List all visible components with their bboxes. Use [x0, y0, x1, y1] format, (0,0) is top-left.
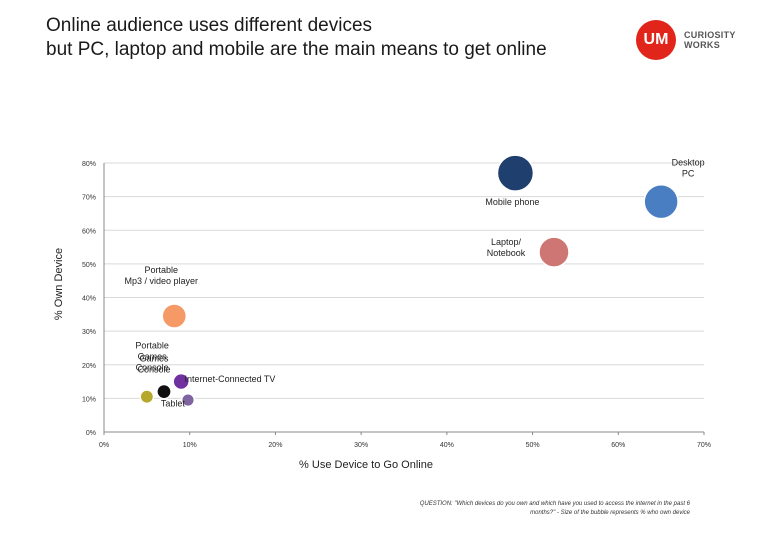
point-label-line: Internet-Connected TV — [185, 374, 276, 384]
curiosity-works-logo: UM CURIOSITY WORKS — [636, 20, 746, 64]
y-tick-label: 50% — [82, 262, 96, 269]
point-label: Portable Mp3 / video player — [125, 265, 199, 286]
point-label-line: Console — [137, 365, 170, 375]
x-tick-label: 20% — [268, 442, 282, 449]
point-label-line: Tablet — [161, 399, 186, 409]
point-label-line: Notebook — [487, 248, 526, 258]
point-label-line: Desktop — [672, 158, 705, 168]
y-tick-label: 0% — [86, 430, 96, 437]
page-title: Online audience uses different devices b… — [46, 14, 547, 62]
x-tick-label: 30% — [354, 442, 368, 449]
bubble-point — [180, 392, 196, 408]
logo-mark: UM — [643, 31, 669, 48]
point-label: Desktop PC — [672, 158, 705, 179]
bubble-point — [139, 389, 155, 405]
chart-point-labels: Mobile phone Desktop PC Laptop/Notebook Port… — [125, 158, 705, 409]
point-label-line: Console — [136, 363, 169, 373]
title-line-2: but PC, laptop and mobile are the main m… — [46, 39, 547, 60]
logo-brand-line-1: CURIOSITY — [684, 30, 736, 40]
bubble-point — [156, 383, 172, 400]
bubble-point — [172, 372, 190, 391]
bubble-point — [538, 236, 570, 268]
x-tick-label: 50% — [526, 442, 540, 449]
y-tick-label: 30% — [82, 329, 96, 336]
point-label-line: Laptop/ — [491, 237, 522, 247]
y-axis-label: % Own Device — [53, 248, 65, 320]
x-axis-label: % Use Device to Go Online — [299, 459, 433, 471]
point-label-line: PC — [682, 169, 695, 179]
chart-bubbles — [139, 154, 679, 408]
y-tick-label: 40% — [82, 296, 96, 303]
point-label: Portable Games Console — [135, 341, 169, 373]
x-tick-label: 40% — [440, 442, 454, 449]
y-tick-label: 20% — [82, 363, 96, 370]
y-tick-label: 60% — [82, 228, 96, 235]
y-tick-label: 80% — [82, 161, 96, 168]
logo-brand: CURIOSITY WORKS — [684, 30, 736, 50]
point-label-line: Mp3 / video player — [125, 276, 199, 286]
y-tick-label: 70% — [82, 195, 96, 202]
point-label-line: Portable — [145, 265, 179, 275]
point-label-line: Games — [138, 352, 168, 362]
title-line-1: Online audience uses different devices — [46, 15, 373, 36]
bubble-point — [496, 154, 535, 192]
point-label-line: Portable — [135, 341, 169, 351]
bubble-point — [161, 303, 188, 329]
point-label-line: Mobile phone — [485, 197, 539, 207]
logo-brand-line-2: WORKS — [684, 40, 720, 50]
point-label: Games Console — [137, 354, 170, 375]
x-tick-label: 0% — [99, 442, 109, 449]
chart-grid — [104, 162, 704, 399]
point-label: Internet-Connected TV — [185, 374, 276, 384]
bubble-point — [643, 183, 679, 220]
question-footnote: QUESTION: "Which devices do you own and … — [419, 501, 690, 516]
logo-circle-icon — [636, 20, 676, 60]
point-label-line: Games — [139, 354, 169, 364]
x-tick-label: 10% — [183, 442, 197, 449]
point-label: Mobile phone — [485, 197, 539, 207]
x-tick-label: 60% — [611, 442, 625, 449]
point-label: Laptop/Notebook — [487, 237, 526, 258]
chart-axes: 0% 10% 20% 30% 40% 50% 60% 70% 80% 0% 10% 20% 30% 40%… — [82, 161, 711, 449]
x-tick-label: 70% — [697, 442, 711, 449]
point-label: Tablet — [161, 399, 186, 409]
y-tick-label: 10% — [82, 396, 96, 403]
